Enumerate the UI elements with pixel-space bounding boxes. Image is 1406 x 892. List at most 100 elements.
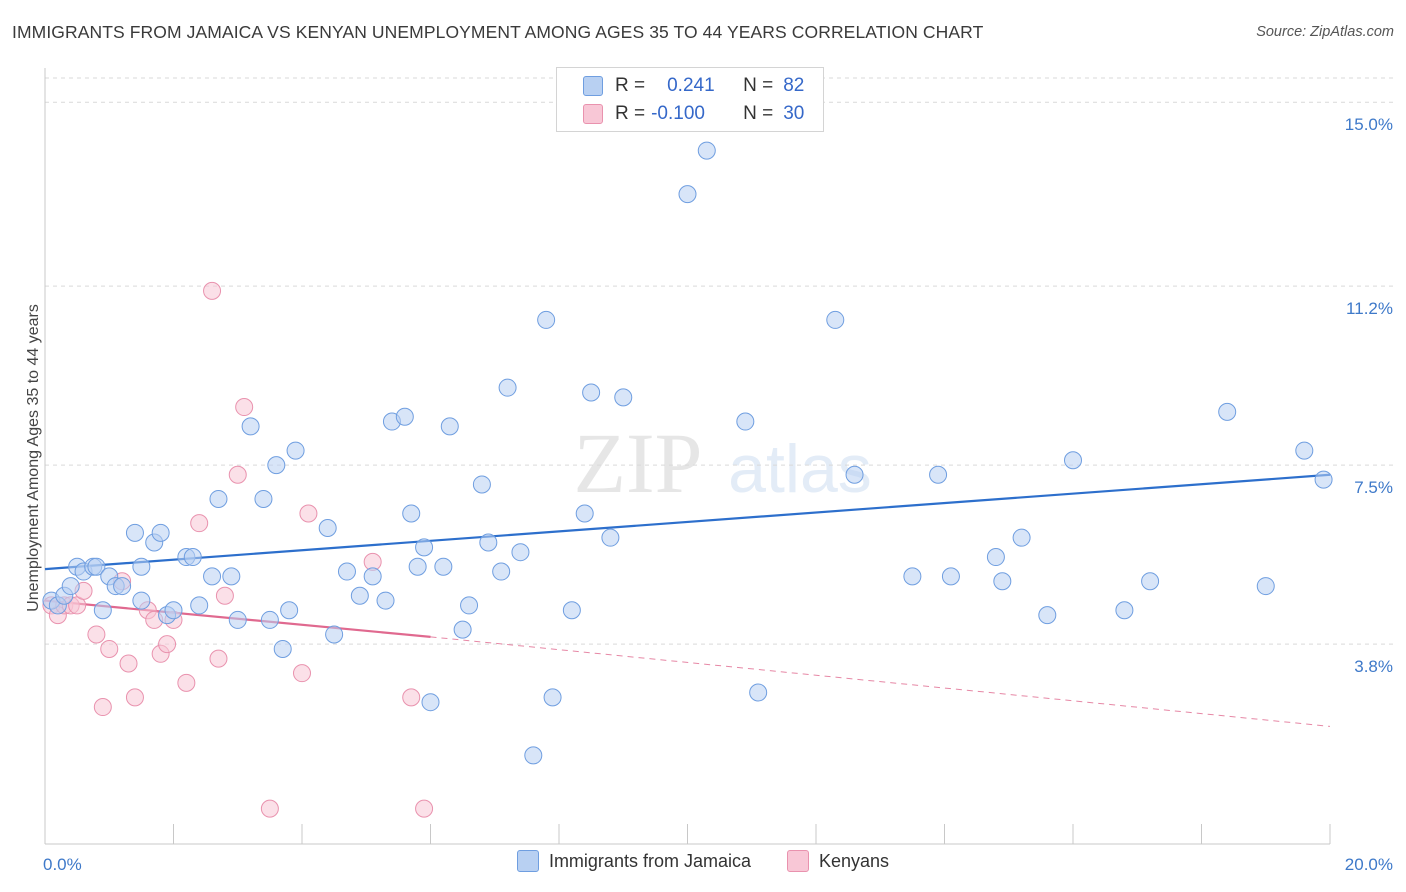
legend-row-kenya: R = -0.100 N = 30: [583, 101, 804, 127]
jamaica-point: [826, 310, 845, 329]
jamaica-point: [318, 519, 337, 537]
jamaica-point: [993, 572, 1012, 591]
jamaica-point: [350, 586, 369, 605]
legend-n-label: N =: [743, 103, 774, 124]
jamaica-point: [376, 591, 395, 610]
kenya-point: [100, 639, 119, 658]
kenya-point: [119, 654, 138, 673]
jamaica-point: [492, 562, 511, 581]
kenya-point: [87, 625, 106, 644]
jamaica-point: [845, 465, 864, 484]
jamaica-point: [241, 417, 260, 436]
kenya-point: [235, 398, 254, 417]
kenya-point: [203, 281, 222, 300]
jamaica-point: [562, 601, 581, 620]
jamaica-point: [273, 639, 292, 658]
jamaica-point: [151, 523, 170, 542]
kenya-trendline-extension: [430, 636, 1331, 727]
jamaica-point: [1115, 601, 1134, 620]
jamaica-point: [408, 557, 427, 576]
jamaica-point: [337, 562, 356, 581]
jamaica-point: [415, 538, 434, 557]
legend-r-value: 0.241: [667, 75, 715, 96]
legend-item-kenya: Kenyans: [786, 850, 890, 872]
jamaica-point: [203, 567, 222, 586]
legend-swatch-jamaica: [516, 850, 539, 872]
kenya-point: [158, 635, 177, 654]
jamaica-point: [1038, 606, 1057, 625]
legend-row-jamaica: R = 0.241 N = 82: [583, 73, 804, 99]
jamaica-point: [1012, 528, 1031, 547]
jamaica-point: [132, 557, 151, 576]
legend-label-kenya: Kenyans: [818, 850, 890, 871]
jamaica-point: [1295, 441, 1314, 460]
y-axis-label: Unemployment Among Ages 35 to 44 years: [25, 304, 42, 612]
jamaica-point: [286, 441, 305, 460]
jamaica-point: [537, 310, 556, 329]
jamaica-point: [1314, 470, 1333, 489]
jamaica-point: [61, 577, 80, 596]
jamaica-point: [190, 596, 209, 615]
jamaica-point: [440, 417, 459, 436]
correlation-legend: R = 0.241 N = 82 R = -0.100 N = 30: [556, 67, 824, 132]
jamaica-point: [228, 610, 247, 629]
jamaica-point: [543, 688, 562, 707]
source-credit: Source: ZipAtlas.com: [1256, 24, 1394, 40]
jamaica-trendline: [44, 473, 1331, 571]
jamaica-point: [267, 456, 286, 475]
legend-swatch-kenya: [583, 104, 603, 124]
chart-title: IMMIGRANTS FROM JAMAICA VS KENYAN UNEMPL…: [12, 22, 984, 42]
jamaica-point: [601, 528, 620, 547]
jamaica-point: [678, 185, 697, 204]
jamaica-point: [582, 383, 601, 402]
jamaica-point: [132, 591, 151, 610]
kenya-point: [299, 504, 318, 523]
kenya-point: [177, 673, 196, 692]
jamaica-point: [941, 567, 960, 586]
jamaica-point: [460, 596, 479, 615]
y-tick-label: 15.0%: [1345, 115, 1393, 134]
jamaica-point: [903, 567, 922, 586]
jamaica-point: [1218, 402, 1237, 421]
jamaica-point: [511, 543, 530, 562]
jamaica-point: [254, 489, 273, 508]
legend-r-label: R =: [615, 75, 646, 96]
kenya-point: [260, 799, 279, 818]
watermark-zip: ZIP: [574, 415, 703, 511]
kenya-point: [215, 586, 234, 605]
jamaica-point: [421, 693, 440, 712]
kenya-point: [209, 649, 228, 668]
jamaica-point: [479, 533, 498, 552]
jamaica-point: [453, 620, 472, 639]
jamaica-point: [749, 683, 768, 702]
x-tick-label: 0.0%: [43, 855, 82, 874]
jamaica-point: [472, 475, 491, 494]
jamaica-point: [395, 407, 414, 426]
jamaica-point: [1256, 577, 1275, 596]
jamaica-point: [1141, 572, 1160, 591]
kenya-point: [228, 465, 247, 484]
jamaica-point: [209, 489, 228, 508]
jamaica-point: [87, 557, 106, 576]
jamaica-point: [183, 548, 202, 567]
jamaica-point: [1064, 451, 1082, 470]
y-tick-label: 7.5%: [1354, 478, 1393, 497]
kenya-point: [93, 698, 112, 717]
jamaica-point: [280, 601, 299, 620]
jamaica-point: [524, 746, 543, 765]
legend-swatch-jamaica: [583, 76, 603, 96]
jamaica-point: [697, 141, 716, 160]
jamaica-point: [363, 567, 382, 586]
legend-r-value: -0.100: [651, 103, 705, 124]
jamaica-point: [402, 504, 421, 523]
kenya-point: [293, 664, 311, 683]
jamaica-point: [325, 625, 344, 644]
jamaica-point: [498, 378, 517, 397]
kenya-point: [402, 688, 421, 707]
y-tick-label: 3.8%: [1354, 657, 1393, 676]
jamaica-point: [164, 601, 183, 620]
jamaica-point: [614, 388, 633, 407]
jamaica-point: [93, 601, 112, 620]
legend-label-jamaica: Immigrants from Jamaica: [548, 850, 751, 871]
